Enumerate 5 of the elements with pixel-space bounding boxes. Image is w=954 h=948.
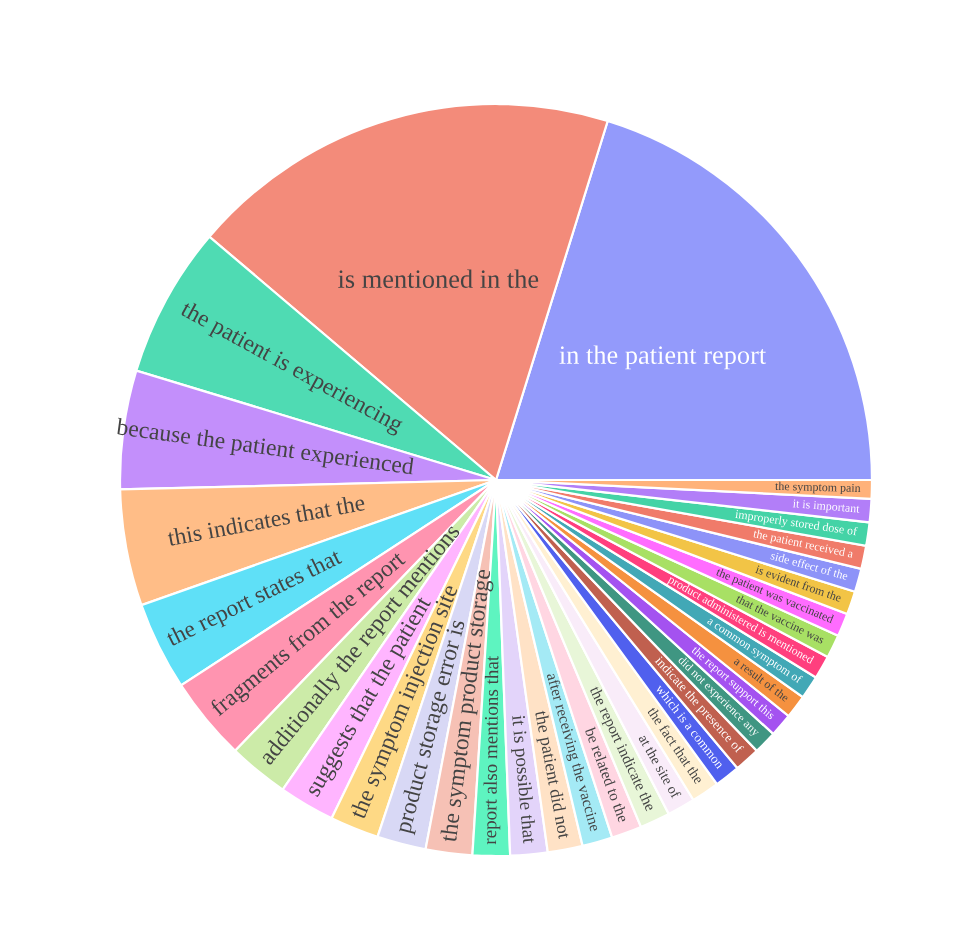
slice-label: this indicates that the (166, 493, 366, 547)
slice-label: report also mentions that (482, 655, 503, 845)
slice-label: is mentioned in the (338, 269, 539, 289)
slice-label: in the patient report (559, 345, 767, 370)
slice-label: it is possible that (508, 714, 537, 844)
